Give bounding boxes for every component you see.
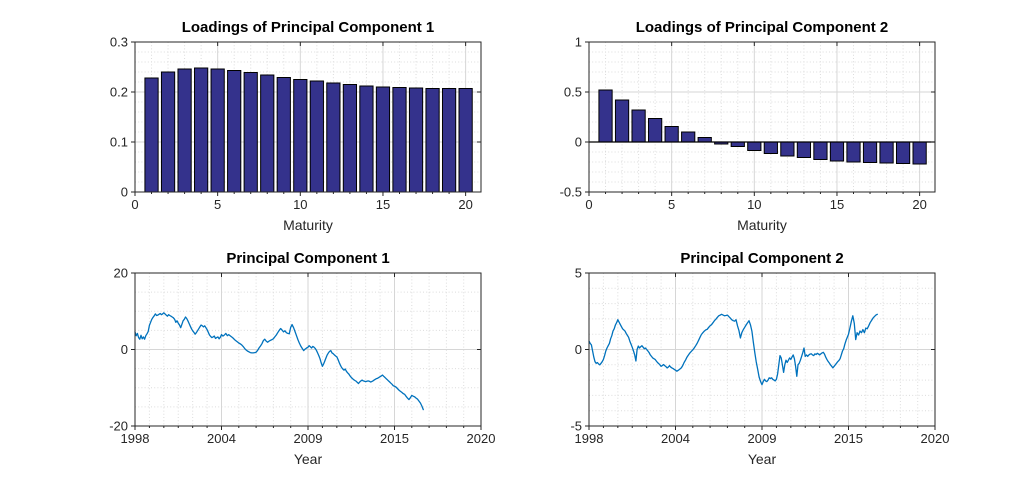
bar [648,118,663,143]
bar [392,87,407,193]
x-tick-label: 2009 [294,431,323,446]
bar [342,84,358,193]
series-line [134,312,424,411]
bar [780,141,795,157]
tick-marks [131,272,482,430]
bar [730,141,745,147]
chart-title: Principal Component 1 [226,250,389,267]
bar [697,137,712,143]
y-tick-label: 0 [121,185,128,200]
bar [276,77,291,193]
bar [912,141,927,165]
bar [293,79,308,193]
major-grid [135,273,481,426]
axes-box [588,41,936,193]
y-tick-label: 0 [575,135,582,150]
subplot-pc2-series: 1998 2004 2009 2015 2020 -5 0 5 Principal Compon… [570,250,949,467]
x-tick-label: 2015 [834,431,863,446]
bar [796,141,812,158]
chart-title: Loadings of Principal Component 1 [182,19,435,36]
x-tick-label: 2020 [921,431,950,446]
bar [160,71,176,193]
y-tick-label: 20 [114,266,128,281]
bar [309,80,324,193]
x-axis-label: Year [748,451,777,467]
bar [177,68,192,193]
x-tick-label: 15 [830,197,844,212]
x-tick-label: 10 [747,197,761,212]
bar [846,141,861,163]
bar [458,88,473,193]
bar [441,88,457,193]
bar [879,141,894,164]
x-tick-label: 1998 [121,431,150,446]
bar-series [598,89,927,165]
y-tick-label: 0 [575,342,582,357]
bar [829,141,845,162]
x-tick-label: 5 [214,197,221,212]
x-tick-label: 2009 [748,431,777,446]
tick-marks [131,41,481,196]
axes-box [134,41,482,193]
chart-title: Principal Component 2 [680,250,843,267]
x-tick-label: 2015 [380,431,409,446]
y-tick-label: -5 [570,419,582,434]
y-tick-label: 0 [121,342,128,357]
bar [359,85,374,193]
x-axis-label: Maturity [737,217,787,233]
chart-title: Loadings of Principal Component 2 [636,19,889,36]
bar [425,88,440,193]
y-tick-label: 1 [575,35,582,50]
bar [747,141,762,151]
x-tick-label: 2004 [661,431,690,446]
minor-grid [589,42,935,192]
x-tick-label: 0 [131,197,138,212]
bar [895,141,911,164]
bar [664,126,679,143]
bar [681,131,696,143]
x-tick-label: 2020 [467,431,496,446]
y-tick-label: -0.5 [560,185,582,200]
bar [631,109,646,143]
bar [144,77,159,193]
x-tick-label: 2004 [207,431,236,446]
x-tick-label: 1998 [575,431,604,446]
x-axis-label: Maturity [283,217,333,233]
y-tick-label: 0.1 [110,135,128,150]
bar [408,87,424,193]
x-axis-label: Year [294,451,323,467]
x-tick-label: 20 [458,197,472,212]
bar [813,141,828,160]
y-tick-label: 0.3 [110,35,128,50]
bar [243,72,258,193]
tick-marks [585,272,936,430]
subplot-loadings-pc1: 0 5 10 15 20 0 0.1 0.2 0.3 Loadings of Principal … [110,19,482,233]
bar [194,67,209,193]
bar [375,86,391,193]
y-tick-label: -20 [109,419,128,434]
bar [862,141,878,163]
series-line [588,313,878,386]
x-tick-label: 10 [293,197,307,212]
bar-series [144,67,473,193]
x-tick-label: 15 [376,197,390,212]
x-tick-label: 20 [912,197,926,212]
bar [227,70,242,193]
y-tick-label: 0.2 [110,85,128,100]
bar [210,68,225,193]
bar [326,82,341,193]
bar [614,99,630,143]
y-tick-label: 5 [575,266,582,281]
tick-marks [585,41,935,196]
bar [763,141,778,154]
subplot-pc1-series: 1998 2004 2009 2015 2020 -20 0 20 Principal Comp… [109,250,495,467]
y-tick-label: 0.5 [564,85,582,100]
bar [260,74,275,193]
bar [598,89,613,143]
x-tick-label: 0 [585,197,592,212]
x-tick-label: 5 [668,197,675,212]
